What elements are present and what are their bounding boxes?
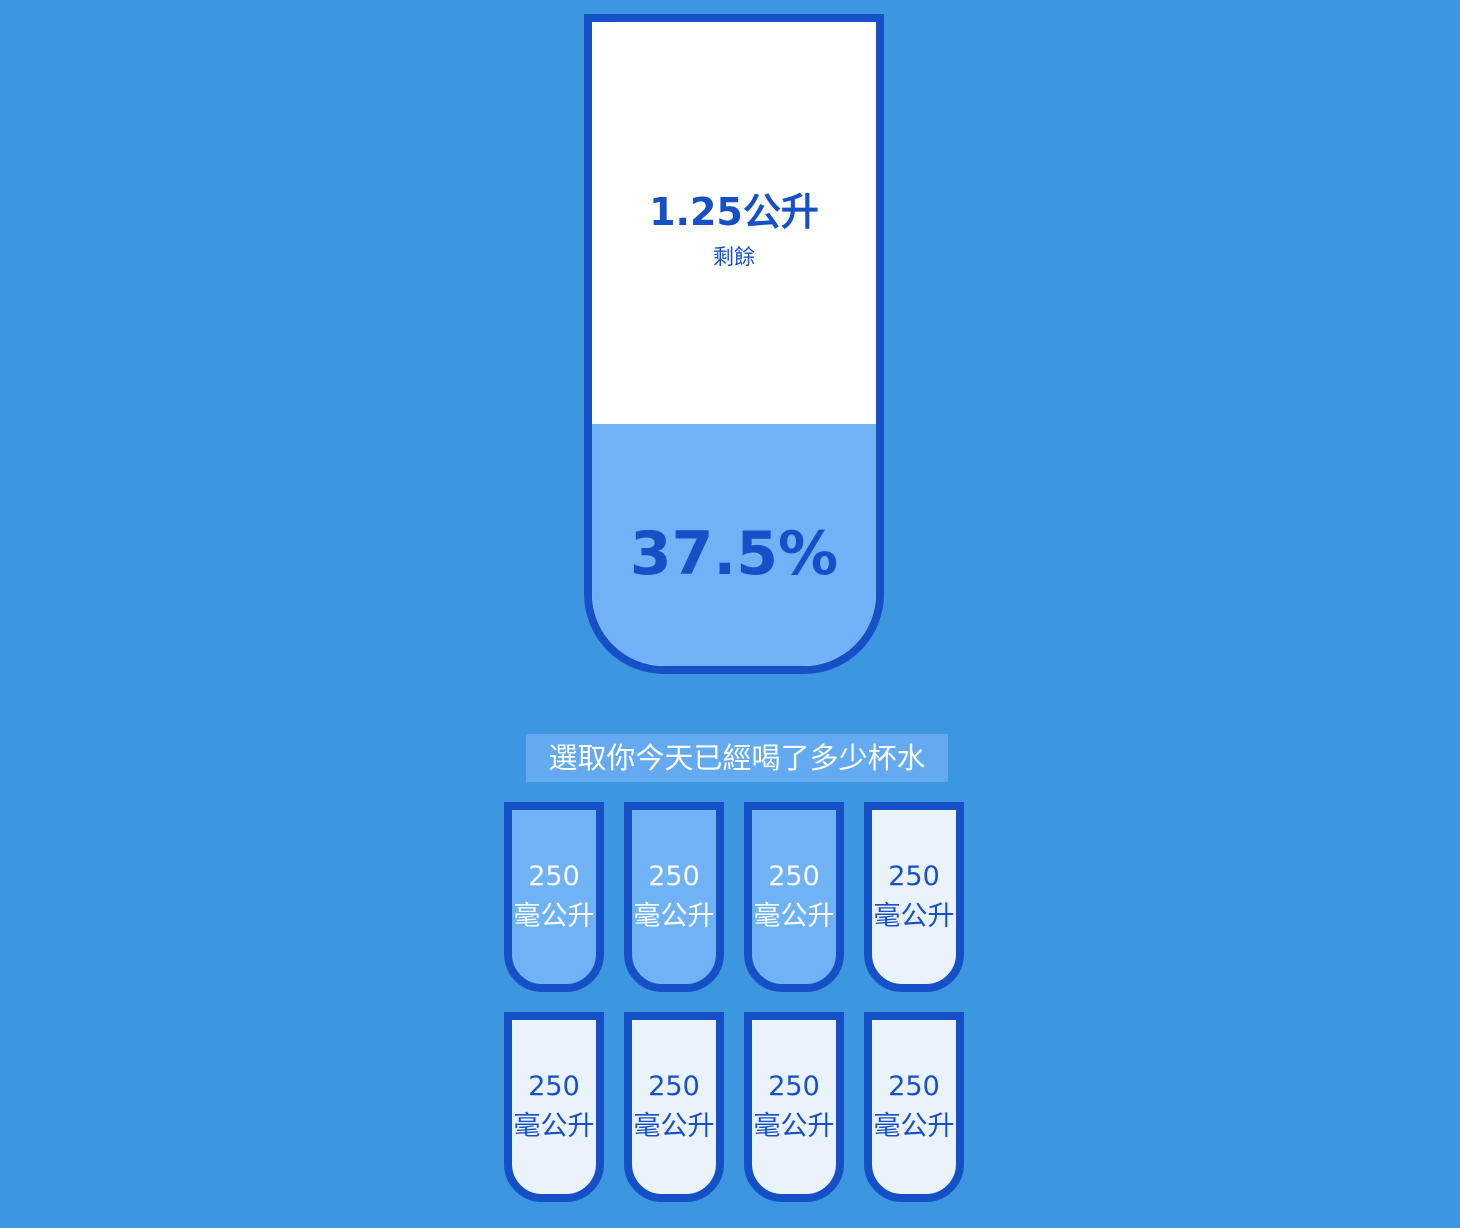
remained-amount: 1.25公升 (649, 190, 819, 234)
small-cup[interactable]: 250 毫公升 (744, 1012, 844, 1202)
cup-label: 250 毫公升 (513, 1071, 595, 1142)
remained-area: 1.25公升 剩餘 (592, 22, 876, 424)
big-cup: 1.25公升 剩餘 37.5% (584, 14, 884, 674)
cup-label: 250 毫公升 (873, 1071, 955, 1142)
small-cup[interactable]: 250 毫公升 (864, 802, 964, 992)
small-cup[interactable]: 250 毫公升 (864, 1012, 964, 1202)
cup-label: 250 毫公升 (633, 1071, 715, 1142)
small-cup[interactable]: 250 毫公升 (744, 802, 844, 992)
small-cup[interactable]: 250 毫公升 (504, 1012, 604, 1202)
percentage-text: 37.5% (629, 519, 839, 589)
remained-caption: 剩餘 (713, 245, 755, 269)
small-cup[interactable]: 250 毫公升 (624, 1012, 724, 1202)
instruction-text: 選取你今天已經喝了多少杯水 (526, 734, 948, 782)
cup-label: 250 毫公升 (753, 861, 835, 932)
small-cup[interactable]: 250 毫公升 (504, 802, 604, 992)
cup-label: 250 毫公升 (873, 861, 955, 932)
cup-label: 250 毫公升 (753, 1071, 835, 1142)
small-cup[interactable]: 250 毫公升 (624, 802, 724, 992)
cup-label: 250 毫公升 (513, 861, 595, 932)
cup-label: 250 毫公升 (633, 861, 715, 932)
water-fill (592, 424, 876, 666)
